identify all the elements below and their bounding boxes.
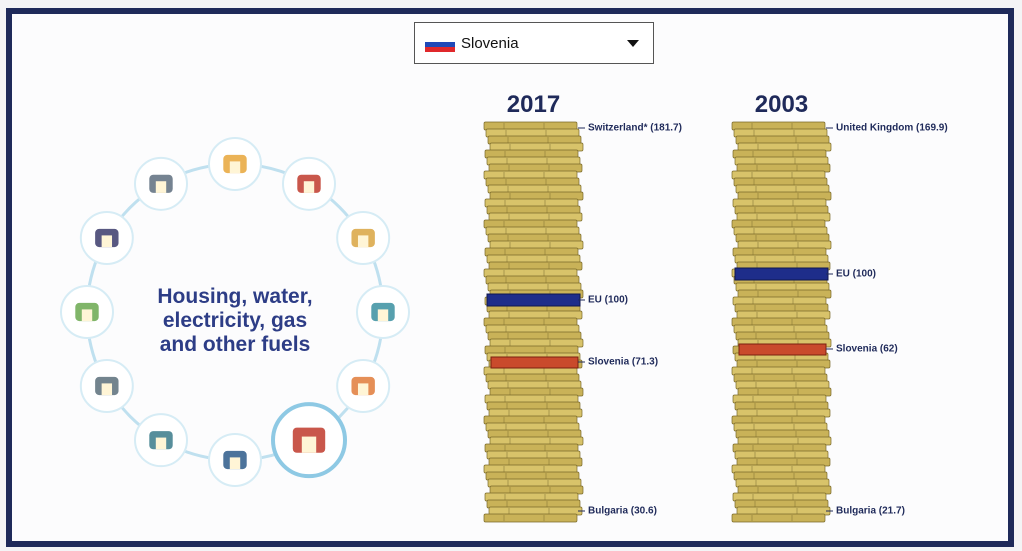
stack-label: Bulgaria (30.6) <box>588 506 657 517</box>
category-title: Housing, water, <box>157 285 312 308</box>
country-dropdown[interactable]: Slovenia <box>414 22 654 64</box>
stack-label: Bulgaria (21.7) <box>836 506 905 517</box>
stack-label: EU (100) <box>836 269 876 280</box>
icon-detail <box>377 309 389 322</box>
stack-year: 2017 <box>507 91 560 118</box>
eu-coin <box>486 293 581 307</box>
icon-detail <box>229 457 241 470</box>
dropdown-value: Slovenia <box>461 35 519 52</box>
stack-label: United Kingdom (169.9) <box>836 123 948 134</box>
stack-label: Slovenia (71.3) <box>588 357 658 368</box>
icon-detail <box>301 436 317 453</box>
stack-year: 2003 <box>755 91 808 118</box>
icon-detail <box>229 161 241 174</box>
stack-label: Slovenia (62) <box>836 344 898 355</box>
icon-detail <box>303 181 315 193</box>
category-title: and other fuels <box>160 333 311 356</box>
icon-detail <box>155 181 167 193</box>
icon-detail <box>81 309 93 322</box>
dropdown-arrow <box>627 40 639 47</box>
stack-label: EU (100) <box>588 295 628 306</box>
eu-coin <box>734 267 829 281</box>
flag <box>425 37 455 52</box>
icon-detail <box>155 437 167 450</box>
coin <box>731 513 826 523</box>
icon-detail <box>357 383 369 396</box>
stack-label: Switzerland* (181.7) <box>588 123 682 134</box>
country-coin <box>738 343 827 356</box>
coin <box>483 513 578 523</box>
category-title: electricity, gas <box>163 309 307 332</box>
icon-detail <box>357 235 369 248</box>
icon-detail <box>101 235 113 248</box>
country-coin <box>490 356 579 369</box>
icon-detail <box>101 383 113 396</box>
